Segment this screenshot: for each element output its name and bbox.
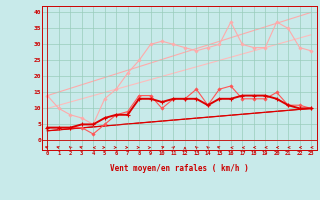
X-axis label: Vent moyen/en rafales ( km/h ): Vent moyen/en rafales ( km/h ) xyxy=(110,164,249,173)
